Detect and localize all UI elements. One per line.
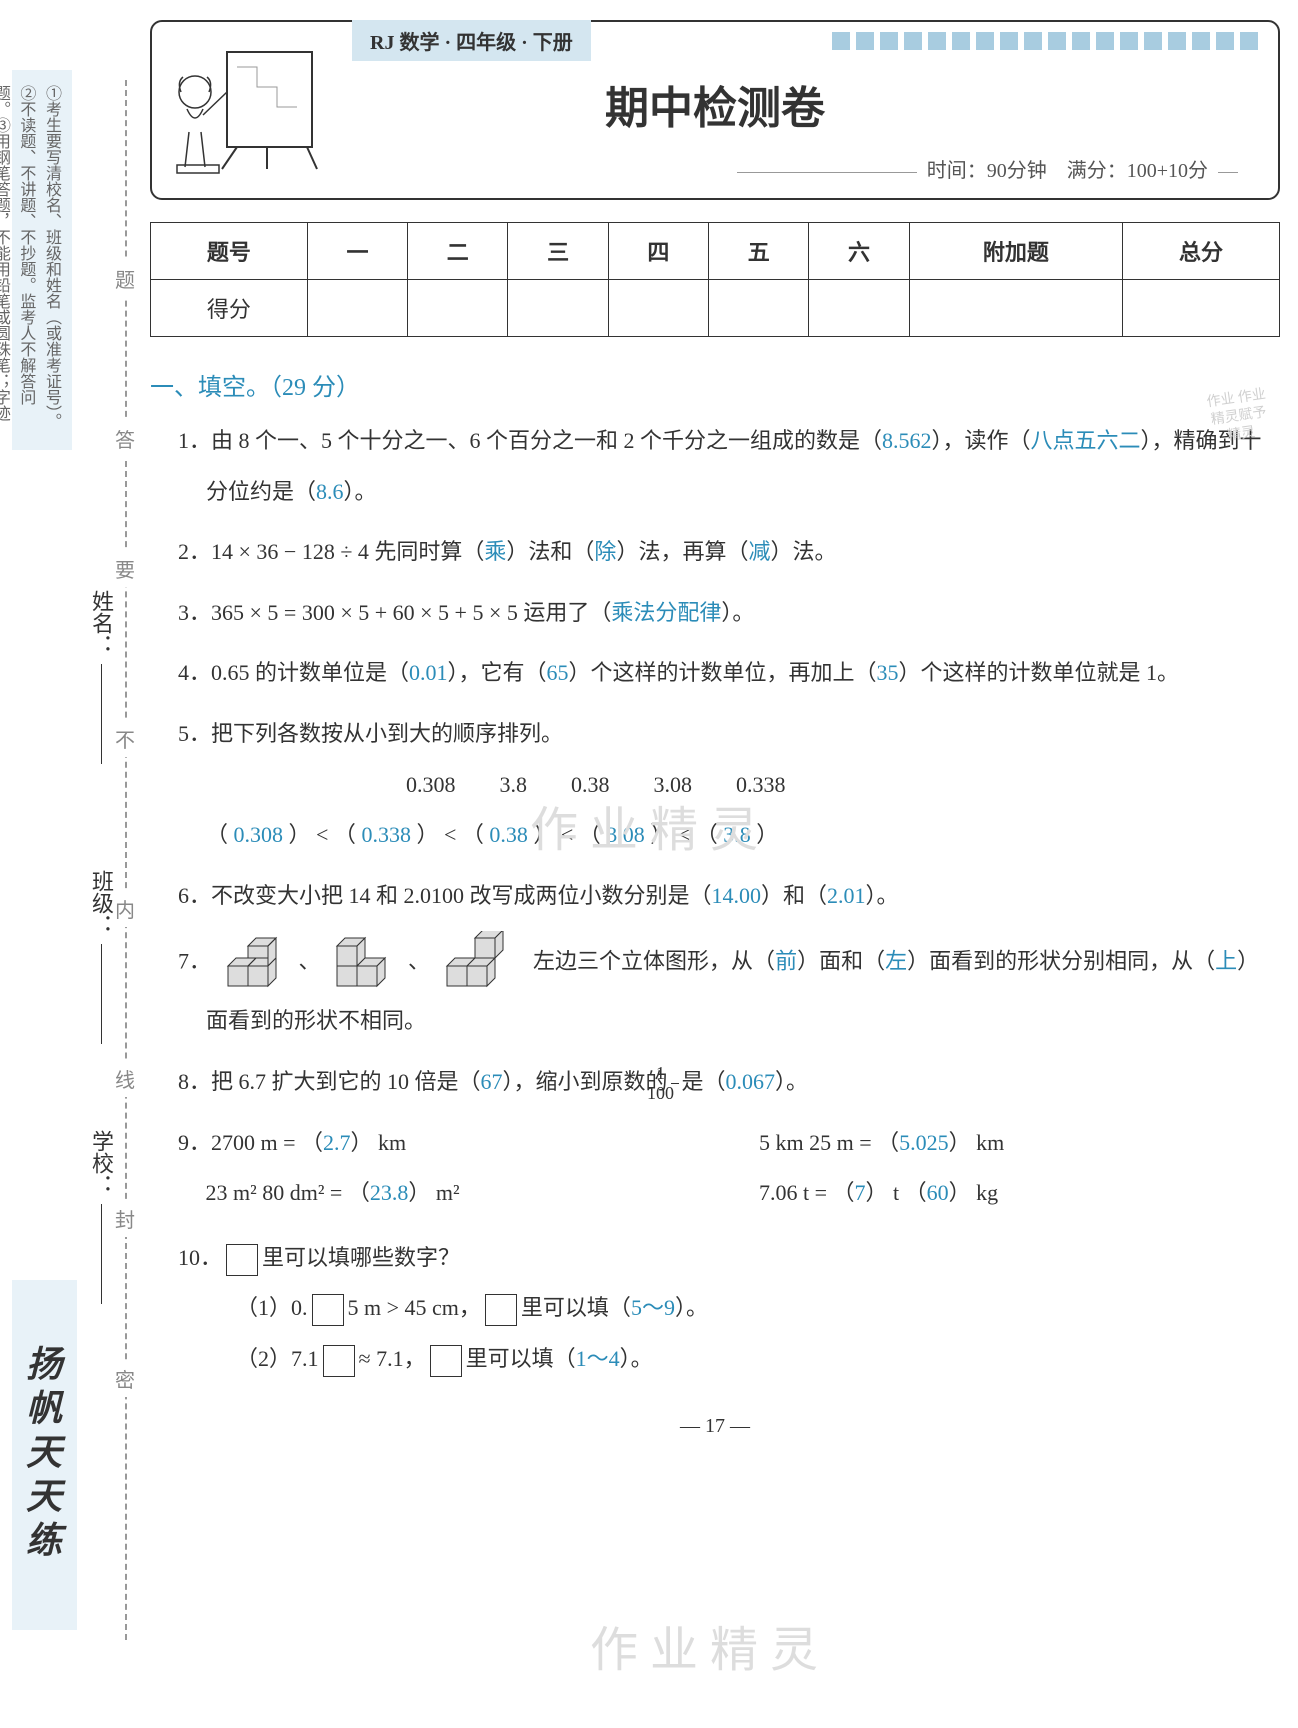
answer: 60 xyxy=(927,1180,949,1205)
table-score-row: 得分 xyxy=(151,280,1280,337)
header-box: RJ 数学 · 四年级 · 下册 期中检测卷 时间：90分钟 满分：100+10… xyxy=(150,20,1280,200)
th: 二 xyxy=(408,223,508,280)
school-field-label: 学校： xyxy=(85,1130,117,1304)
th: 六 xyxy=(809,223,909,280)
score-cell[interactable] xyxy=(809,280,909,337)
question-7: 7． 、 、 xyxy=(178,931,1280,1047)
th: 五 xyxy=(709,223,809,280)
name-field-label: 姓名： xyxy=(85,590,117,764)
score-table: 题号 一 二 三 四 五 六 附加题 总分 得分 xyxy=(150,222,1280,337)
answer: 0.01 xyxy=(409,660,448,685)
answer: 0.338 xyxy=(361,822,411,847)
fraction: 1100 xyxy=(671,1064,679,1105)
answer: 5.025 xyxy=(899,1130,949,1155)
section-1-heading: 一、填空。（29 分） xyxy=(150,367,1280,402)
question-2: 2．14 × 36 − 128 ÷ 4 先同时算（乘）法和（除）法，再算（减）法… xyxy=(178,527,1280,578)
th: 四 xyxy=(608,223,708,280)
question-8: 8．把 6.7 扩大到它的 10 倍是（67），缩小到原数的1100是（0.06… xyxy=(178,1057,1280,1108)
seal-char: 密 xyxy=(115,1360,135,1397)
th: 一 xyxy=(307,223,407,280)
seal-char: 封 xyxy=(115,1200,135,1237)
cube-shape-2-icon xyxy=(332,931,402,996)
blank-box-icon xyxy=(485,1294,517,1326)
stamp-icon: 作业 作业精灵赋予 精灵 xyxy=(1200,385,1279,464)
watermark: 作 业 精 灵 xyxy=(590,1610,818,1680)
subject-tag: RJ 数学 · 四年级 · 下册 xyxy=(352,20,591,61)
answer: 0.067 xyxy=(726,1069,776,1094)
answer: 8.562 xyxy=(882,428,932,453)
answer: 前 xyxy=(775,949,797,974)
th: 总分 xyxy=(1123,223,1280,280)
score-cell[interactable] xyxy=(307,280,407,337)
answer: 上 xyxy=(1215,949,1237,974)
seal-char: 线 xyxy=(115,1060,135,1097)
th: 附加题 xyxy=(909,223,1122,280)
score-cell[interactable] xyxy=(709,280,809,337)
answer: 减 xyxy=(748,539,770,564)
question-1: 1．由 8 个一、5 个十分之一、6 个百分之一和 2 个千分之一组成的数是（8… xyxy=(178,416,1280,517)
answer: 3.08 xyxy=(606,822,645,847)
question-9: 9．2700 m = （2.7） km 5 km 25 m = （5.025） … xyxy=(150,1118,1280,1219)
student-drawing-icon xyxy=(167,37,327,187)
answer: 乘法分配律 xyxy=(611,600,721,625)
seal-char: 题 xyxy=(115,260,135,297)
blank-box-icon xyxy=(312,1294,344,1326)
answer: 八点五六二 xyxy=(1031,428,1141,453)
answer: 35 xyxy=(877,660,899,685)
decorative-squares xyxy=(832,32,1258,50)
page-number: — 17 — xyxy=(150,1415,1280,1438)
score-cell[interactable] xyxy=(909,280,1122,337)
answer: 67 xyxy=(481,1069,503,1094)
score-cell[interactable] xyxy=(608,280,708,337)
seal-char: 答 xyxy=(115,420,135,457)
brand-name: 扬帆天天练 xyxy=(12,1280,77,1630)
th: 三 xyxy=(508,223,608,280)
cube-shape-3-icon xyxy=(442,931,522,996)
class-field-label: 班级： xyxy=(85,870,117,1044)
answer: 3.8 xyxy=(723,822,751,847)
answer: 7 xyxy=(855,1180,866,1205)
answer: 除 xyxy=(594,539,616,564)
answer: 8.6 xyxy=(316,479,344,504)
cube-shape-1-icon xyxy=(223,931,293,996)
blank-box-icon xyxy=(226,1244,258,1276)
exam-instructions-sidebar: ①考生要写清校名、班级和姓名（或准考证号）。②不读题、不讲题、不抄题。监考人不解… xyxy=(12,70,72,450)
answer: 0.38 xyxy=(489,822,528,847)
answer: 左 xyxy=(885,949,907,974)
seal-char: 不 xyxy=(115,720,135,757)
row-label: 得分 xyxy=(151,280,308,337)
answer: 14.00 xyxy=(712,883,762,908)
question-5: 5．把下列各数按从小到大的顺序排列。 0.308 3.8 0.38 3.08 0… xyxy=(178,709,1280,861)
score-cell[interactable] xyxy=(508,280,608,337)
question-6: 6．不改变大小把 14 和 2.0100 改写成两位小数分别是（14.00）和（… xyxy=(178,871,1280,922)
answer: 乘 xyxy=(484,539,506,564)
question-10: 10．里可以填哪些数字？ （1）0.5 m > 45 cm，里可以填（5～9）。… xyxy=(178,1233,1280,1385)
th: 题号 xyxy=(151,223,308,280)
answer: 65 xyxy=(547,660,569,685)
answer: 0.308 xyxy=(234,822,284,847)
seal-line xyxy=(125,80,127,1640)
answer: 23.8 xyxy=(370,1180,409,1205)
score-cell[interactable] xyxy=(408,280,508,337)
answer: 5～9 xyxy=(631,1295,675,1320)
answer: 2.7 xyxy=(323,1130,351,1155)
seal-char: 要 xyxy=(115,550,135,587)
answer: 2.01 xyxy=(827,883,866,908)
seal-char: 内 xyxy=(115,890,135,927)
main-content: RJ 数学 · 四年级 · 下册 期中检测卷 时间：90分钟 满分：100+10… xyxy=(150,20,1280,1438)
answer: 1～4 xyxy=(576,1346,620,1371)
table-header-row: 题号 一 二 三 四 五 六 附加题 总分 xyxy=(151,223,1280,280)
question-3: 3．365 × 5 = 300 × 5 + 60 × 5 + 5 × 5 运用了… xyxy=(178,588,1280,639)
question-4: 4．0.65 的计数单位是（0.01），它有（65）个这样的计数单位，再加上（3… xyxy=(178,648,1280,699)
score-cell[interactable] xyxy=(1123,280,1280,337)
blank-box-icon xyxy=(323,1345,355,1377)
blank-box-icon xyxy=(430,1345,462,1377)
